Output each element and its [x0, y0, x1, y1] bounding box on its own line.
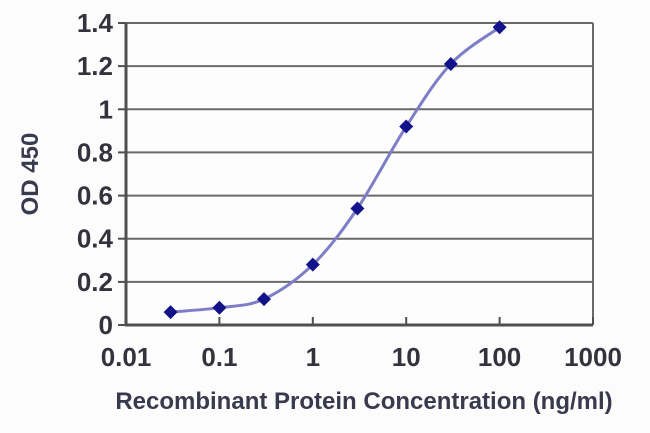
plot-area: [126, 23, 593, 325]
data-point-marker: [492, 20, 507, 35]
x-tick-label: 1: [306, 342, 320, 372]
y-tick-label: 0: [99, 310, 113, 340]
x-axis-title: Recombinant Protein Concentration (ng/ml…: [115, 388, 612, 415]
data-point-marker: [305, 257, 320, 272]
x-tick-label: 0.1: [201, 342, 237, 372]
y-tick-label: 0.8: [77, 137, 113, 167]
x-tick-label: 0.01: [101, 342, 152, 372]
y-tick-label: 0.6: [77, 181, 113, 211]
series-line: [169, 25, 502, 314]
chart-layers: 0 0.2 0.4 0.6 0.8 1 1.2 1.4 0.01 0.1 1 10 100 1000: [77, 8, 622, 372]
data-point-marker: [443, 57, 458, 71]
y-tick-label: 1.2: [77, 51, 113, 81]
x-tick-label: 1000: [564, 342, 622, 372]
x-tick-label: 10: [392, 342, 421, 372]
data-point-marker: [212, 300, 227, 315]
data-point-marker: [399, 119, 414, 134]
y-tick-label: 0.2: [77, 267, 113, 297]
x-tick-label: 100: [478, 342, 521, 372]
y-tick-label: 1.4: [77, 8, 114, 38]
data-point-marker: [350, 201, 365, 216]
y-tick-label: 1: [99, 94, 113, 124]
data-point-marker: [163, 305, 178, 320]
y-axis-title: OD 450: [17, 133, 44, 216]
y-tick-label: 0.4: [77, 224, 114, 254]
data-point-marker: [257, 292, 271, 307]
